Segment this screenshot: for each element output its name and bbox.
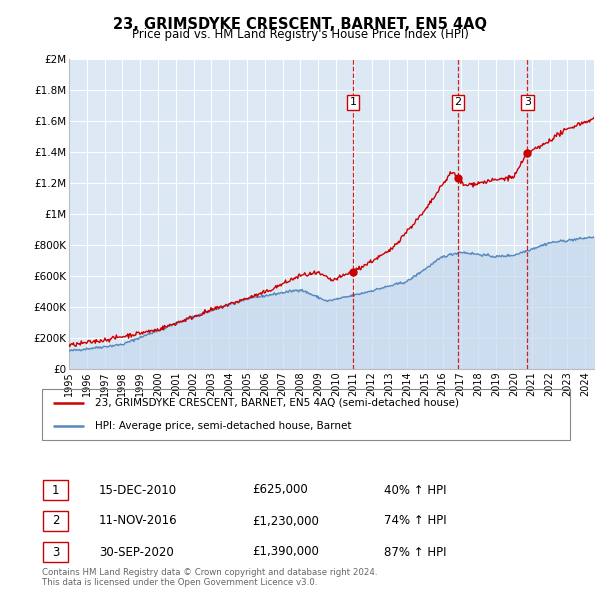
Text: 3: 3: [524, 97, 531, 107]
Text: HPI: Average price, semi-detached house, Barnet: HPI: Average price, semi-detached house,…: [95, 421, 352, 431]
Text: 1: 1: [52, 483, 59, 497]
Text: 74% ↑ HPI: 74% ↑ HPI: [384, 514, 446, 527]
Text: 1: 1: [350, 97, 356, 107]
Text: 30-SEP-2020: 30-SEP-2020: [99, 546, 174, 559]
Text: 23, GRIMSDYKE CRESCENT, BARNET, EN5 4AQ (semi-detached house): 23, GRIMSDYKE CRESCENT, BARNET, EN5 4AQ …: [95, 398, 459, 408]
Text: 87% ↑ HPI: 87% ↑ HPI: [384, 546, 446, 559]
Text: 15-DEC-2010: 15-DEC-2010: [99, 483, 177, 497]
Text: 23, GRIMSDYKE CRESCENT, BARNET, EN5 4AQ: 23, GRIMSDYKE CRESCENT, BARNET, EN5 4AQ: [113, 17, 487, 31]
Text: Price paid vs. HM Land Registry's House Price Index (HPI): Price paid vs. HM Land Registry's House …: [131, 28, 469, 41]
Text: £1,390,000: £1,390,000: [252, 546, 319, 559]
Text: 3: 3: [52, 546, 59, 559]
Text: 2: 2: [52, 514, 59, 527]
Text: 40% ↑ HPI: 40% ↑ HPI: [384, 483, 446, 497]
Text: 11-NOV-2016: 11-NOV-2016: [99, 514, 178, 527]
Text: £625,000: £625,000: [252, 483, 308, 497]
Text: £1,230,000: £1,230,000: [252, 514, 319, 527]
Text: Contains HM Land Registry data © Crown copyright and database right 2024.
This d: Contains HM Land Registry data © Crown c…: [42, 568, 377, 587]
Text: 2: 2: [454, 97, 461, 107]
